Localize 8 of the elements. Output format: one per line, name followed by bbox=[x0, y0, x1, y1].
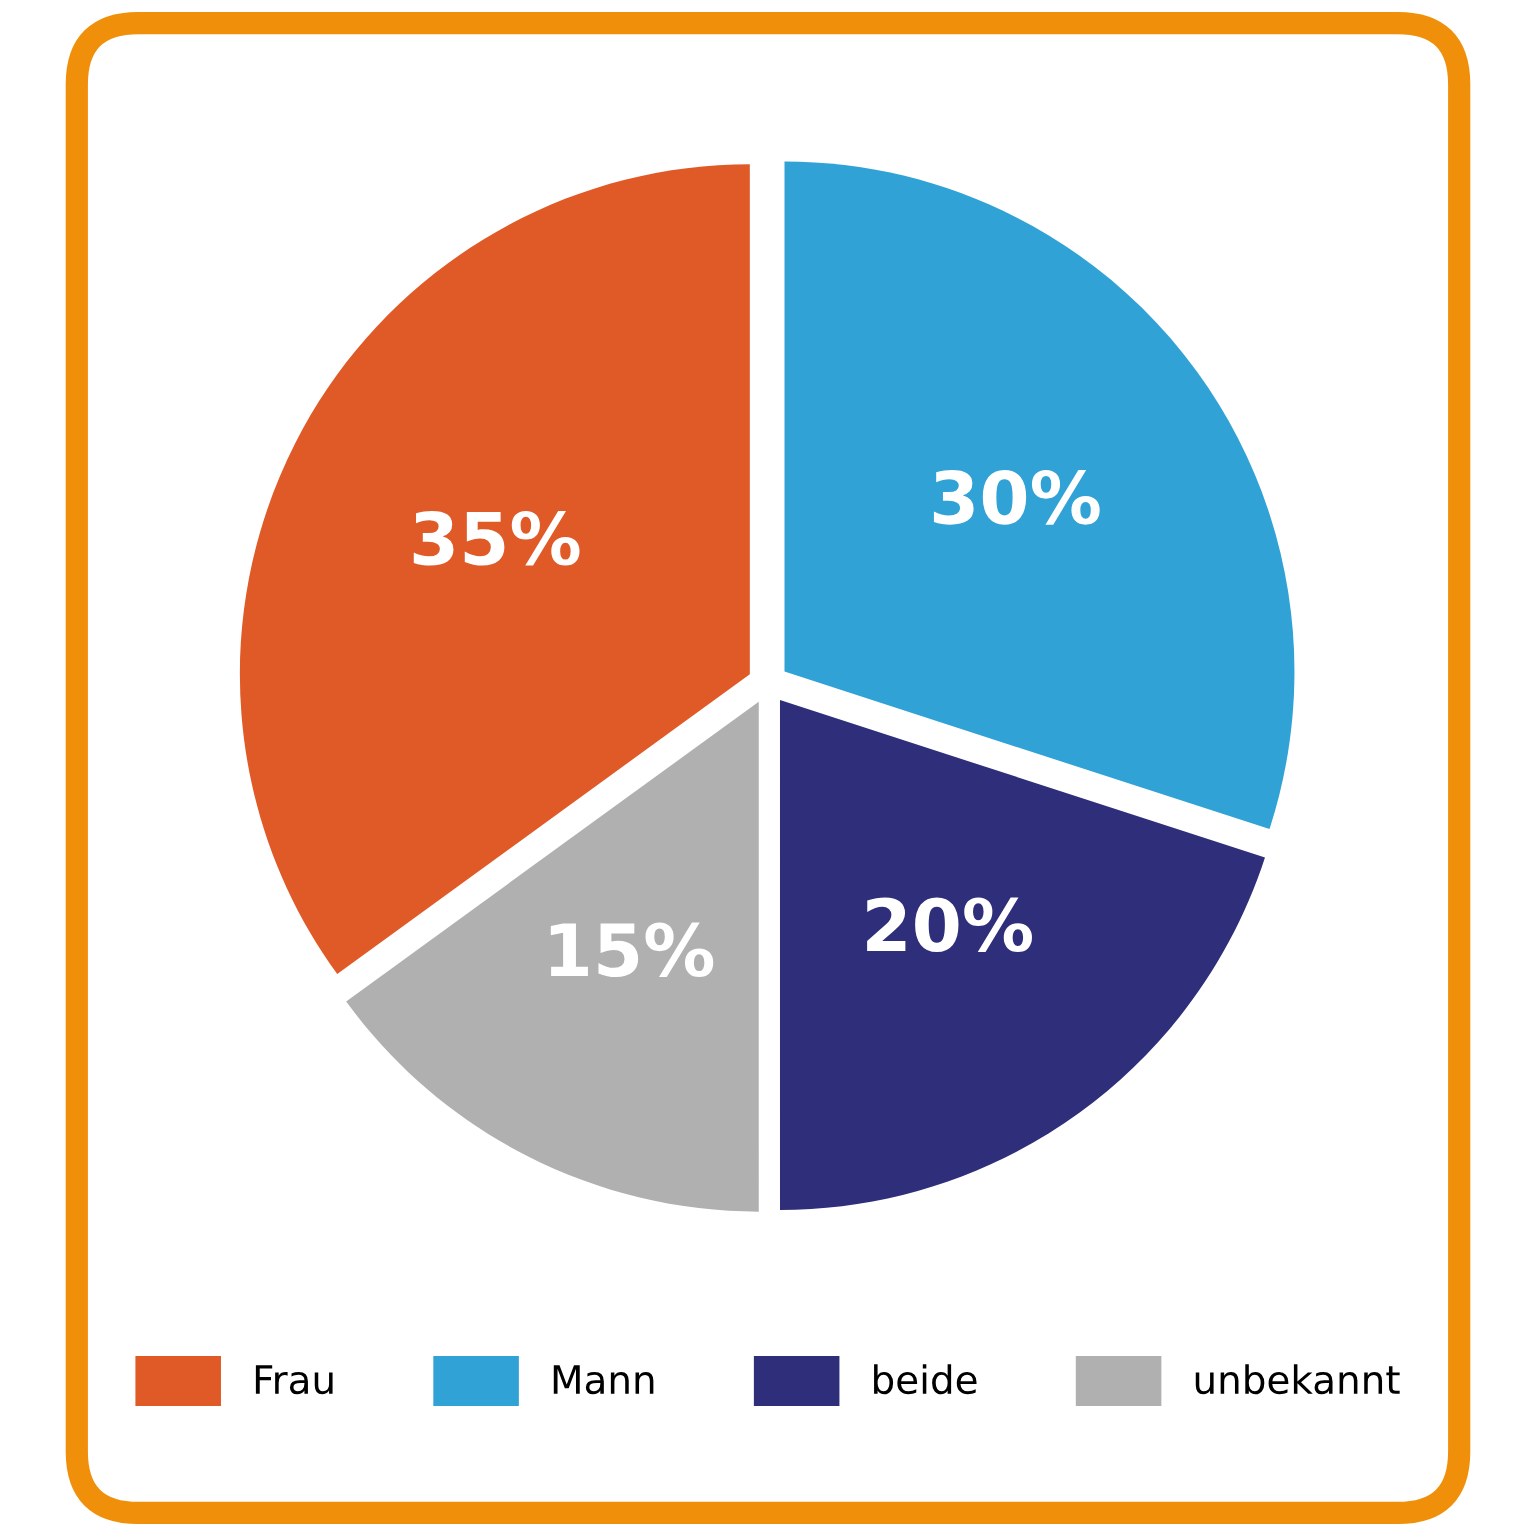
data-label: 15% bbox=[550, 922, 714, 978]
legend-label: unbekannt bbox=[1195, 1364, 1400, 1395]
data-label: 30% bbox=[933, 470, 1100, 525]
legend-label: Frau bbox=[255, 1365, 333, 1395]
data-label: 35% bbox=[413, 510, 580, 566]
legend-label: Mann bbox=[553, 1365, 654, 1395]
data-label: 20% bbox=[867, 897, 1032, 953]
legend-label: beide bbox=[874, 1364, 977, 1395]
